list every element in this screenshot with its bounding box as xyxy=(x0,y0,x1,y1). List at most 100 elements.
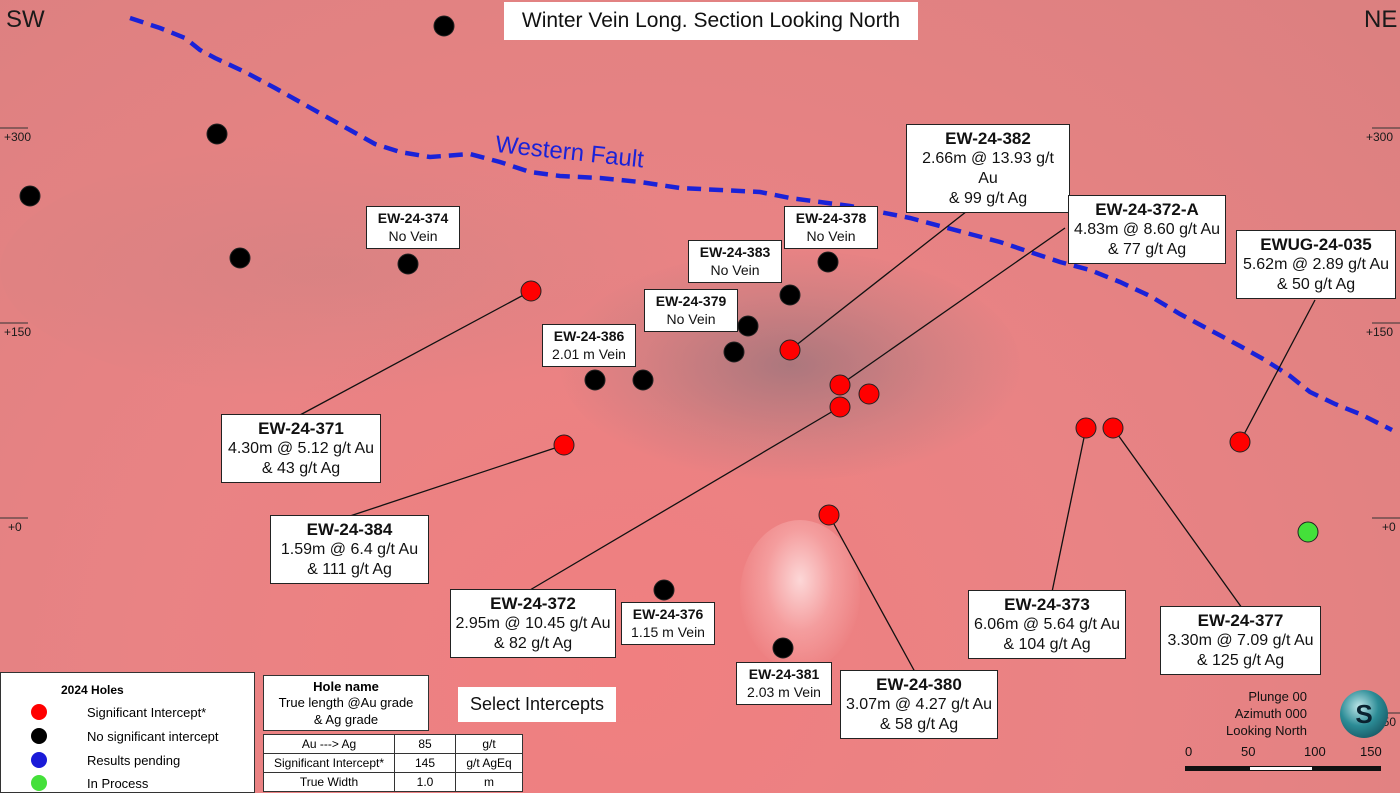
callout-line: 4.30m @ 5.12 g/t Au xyxy=(227,440,375,458)
azimuth-text: Azimuth 000 xyxy=(1234,705,1307,721)
callout-hole-name: EW-24-380 xyxy=(876,675,962,694)
callout-line: & 58 g/t Ag xyxy=(879,716,959,734)
callout-line: & 99 g/t Ag xyxy=(948,190,1028,208)
key-grade: True length @Au grade xyxy=(278,695,414,711)
hole-marker-significant[interactable] xyxy=(818,504,840,526)
hole-marker-significant[interactable] xyxy=(858,383,880,405)
scale-label: 50 xyxy=(1241,744,1256,759)
callout-ew-24-376[interactable]: EW-24-376 1.15 m Vein xyxy=(621,602,715,645)
callout-line: 4.83m @ 8.60 g/t Au xyxy=(1073,221,1221,239)
hole-marker-significant[interactable] xyxy=(1229,431,1251,453)
callout-line: & 77 g/t Ag xyxy=(1107,241,1187,259)
hole-marker[interactable] xyxy=(632,369,654,391)
callout-hole-name: EW-24-371 xyxy=(258,419,344,438)
callout-ew-24-380[interactable]: EW-24-380 3.07m @ 4.27 g/t Au & 58 g/t A… xyxy=(840,670,998,740)
leader-lines xyxy=(299,192,1316,673)
leader-ew-24-384 xyxy=(349,444,565,517)
callout-hole-name: EW-24-374 xyxy=(377,210,449,226)
callout-hole-name: EWUG-24-035 xyxy=(1260,235,1372,254)
callout-line: 3.07m @ 4.27 g/t Au xyxy=(845,696,993,714)
callout-line: No Vein xyxy=(666,310,716,327)
callout-line: & 104 g/t Ag xyxy=(1003,636,1091,654)
leader-ew-24-371 xyxy=(299,290,532,416)
elevation-label: +150 xyxy=(1366,325,1394,339)
hole-marker[interactable] xyxy=(653,579,675,601)
hole-marker[interactable] xyxy=(817,251,839,273)
hole-marker[interactable] xyxy=(737,315,759,337)
hole-marker-significant[interactable] xyxy=(829,374,851,396)
select-intercepts-button[interactable]: Select Intercepts xyxy=(458,687,616,722)
callout-ew-24-372-a[interactable]: EW-24-372-A 4.83m @ 8.60 g/t Au & 77 g/t… xyxy=(1068,195,1226,265)
callout-ew-24-386[interactable]: EW-24-386 2.01 m Vein xyxy=(542,324,636,367)
view-info: Plunge 00 Azimuth 000 Looking North xyxy=(1226,689,1307,740)
hole-marker-significant[interactable] xyxy=(553,434,575,456)
param-value: 1.0 xyxy=(394,772,456,792)
leader-ew-24-373 xyxy=(1051,427,1087,593)
hole-marker[interactable] xyxy=(229,247,251,269)
leader-ew-24-380 xyxy=(828,514,916,673)
hole-marker-significant[interactable] xyxy=(1102,417,1124,439)
callout-ew-24-372[interactable]: EW-24-372 2.95m @ 10.45 g/t Au & 82 g/t … xyxy=(450,589,616,659)
hole-marker[interactable] xyxy=(397,253,419,275)
hole-marker[interactable] xyxy=(779,284,801,306)
hole-marker-significant[interactable] xyxy=(1075,417,1097,439)
callout-ew-24-379[interactable]: EW-24-379 No Vein xyxy=(644,289,738,332)
hole-marker-significant[interactable] xyxy=(520,280,542,302)
param-label: True Width xyxy=(263,772,395,792)
callout-line: 3.30m @ 7.09 g/t Au xyxy=(1167,632,1314,650)
param-unit: g/t AgEq xyxy=(455,753,523,773)
leader-ewug-24-035 xyxy=(1239,299,1316,443)
scale-segment xyxy=(1313,766,1381,771)
callout-ew-24-374[interactable]: EW-24-374 No Vein xyxy=(366,206,460,249)
scale-segment xyxy=(1185,766,1249,771)
callout-line: 6.06m @ 5.64 g/t Au xyxy=(973,616,1121,634)
elevation-label: +0 xyxy=(1382,520,1396,534)
callout-ew-24-378[interactable]: EW-24-378 No Vein xyxy=(784,206,878,249)
key-ag: & Ag grade xyxy=(313,711,379,727)
callout-ew-24-373[interactable]: EW-24-373 6.06m @ 5.64 g/t Au & 104 g/t … xyxy=(968,590,1126,660)
leader-ew-24-372 xyxy=(529,406,841,591)
callout-line: 1.15 m Vein xyxy=(631,623,705,640)
callout-ew-24-383[interactable]: EW-24-383 No Vein xyxy=(688,240,782,283)
callout-ew-24-382[interactable]: EW-24-382 2.66m @ 13.93 g/t Au & 99 g/t … xyxy=(906,124,1070,214)
hole-marker[interactable] xyxy=(723,341,745,363)
callout-line: 2.95m @ 10.45 g/t Au xyxy=(455,615,611,633)
compass-letter: S xyxy=(1355,698,1373,729)
callout-ew-24-371[interactable]: EW-24-371 4.30m @ 5.12 g/t Au & 43 g/t A… xyxy=(221,414,381,484)
hole-marker-in-process[interactable] xyxy=(1297,521,1319,543)
callout-line: 2.03 m Vein xyxy=(747,683,821,700)
callout-line: No Vein xyxy=(388,227,438,244)
table-row: Au ---> Ag 85 g/t xyxy=(263,734,523,754)
callout-ew-24-377[interactable]: EW-24-377 3.30m @ 7.09 g/t Au & 125 g/t … xyxy=(1160,606,1321,676)
hole-marker-significant[interactable] xyxy=(779,339,801,361)
orientation-sw: SW xyxy=(6,6,45,33)
key-hole-name: Hole name xyxy=(313,679,379,694)
callout-hole-name: EW-24-377 xyxy=(1197,611,1284,630)
hole-marker[interactable] xyxy=(206,123,228,145)
black-dot-icon xyxy=(31,728,47,744)
callout-line: No Vein xyxy=(710,261,760,278)
table-row: True Width 1.0 m xyxy=(263,772,523,792)
legend-title: 2024 Holes xyxy=(61,683,124,697)
hole-marker[interactable] xyxy=(772,637,794,659)
callout-line: No Vein xyxy=(806,227,856,244)
callout-hole-name: EW-24-378 xyxy=(795,210,867,226)
table-row: Significant Intercept* 145 g/t AgEq xyxy=(263,753,523,773)
legend-item-in-process: In Process xyxy=(31,775,148,791)
callout-line: 1.59m @ 6.4 g/t Au xyxy=(280,541,419,559)
callout-ew-24-381[interactable]: EW-24-381 2.03 m Vein xyxy=(736,662,832,705)
hole-marker[interactable] xyxy=(19,185,41,207)
scale-label: 0 xyxy=(1185,744,1193,759)
map-title: Winter Vein Long. Section Looking North xyxy=(504,2,918,40)
callout-ewug-24-035[interactable]: EWUG-24-035 5.62m @ 2.89 g/t Au & 50 g/t… xyxy=(1236,230,1396,300)
plunge-text: Plunge 00 xyxy=(1248,689,1307,704)
callout-ew-24-384[interactable]: EW-24-384 1.59m @ 6.4 g/t Au & 111 g/t A… xyxy=(270,515,429,585)
hole-marker[interactable] xyxy=(584,369,606,391)
param-label: Significant Intercept* xyxy=(263,753,395,773)
looking-text: Looking North xyxy=(1226,722,1307,738)
parameters-table: Au ---> Ag 85 g/t Significant Intercept*… xyxy=(263,734,523,792)
callout-line: & 50 g/t Ag xyxy=(1276,276,1356,294)
legend-label: Results pending xyxy=(87,752,181,768)
hole-marker[interactable] xyxy=(433,15,455,37)
hole-marker-significant[interactable] xyxy=(829,396,851,418)
